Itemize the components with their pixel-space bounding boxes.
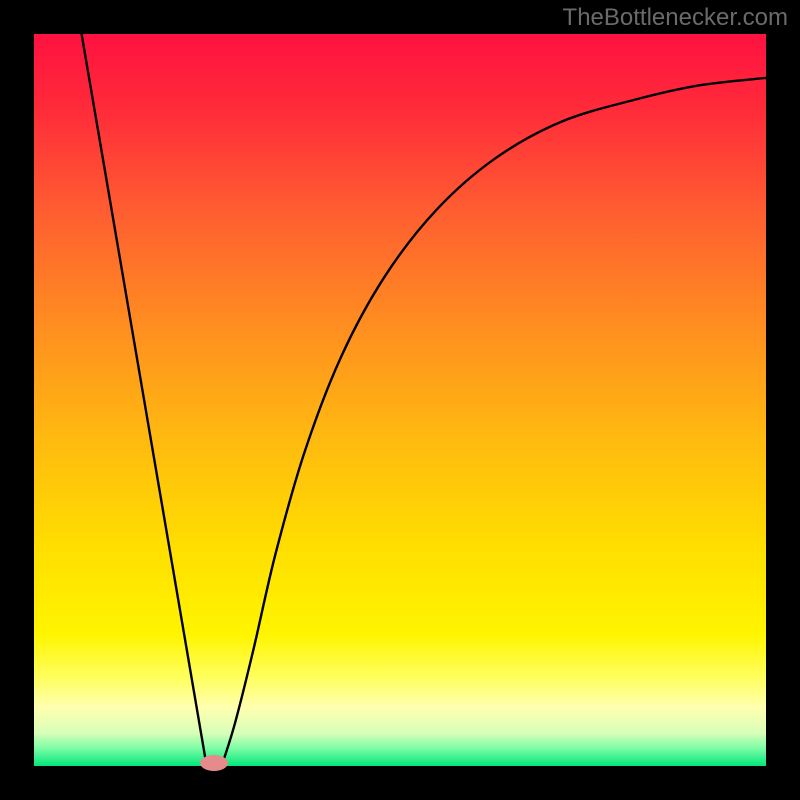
plot-area bbox=[34, 34, 766, 766]
chart-container: TheBottlenecker.com bbox=[0, 0, 800, 800]
min-marker bbox=[200, 755, 228, 771]
watermark-text: TheBottlenecker.com bbox=[563, 4, 788, 32]
curve-layer bbox=[34, 34, 766, 766]
bottleneck-curve bbox=[82, 34, 766, 762]
